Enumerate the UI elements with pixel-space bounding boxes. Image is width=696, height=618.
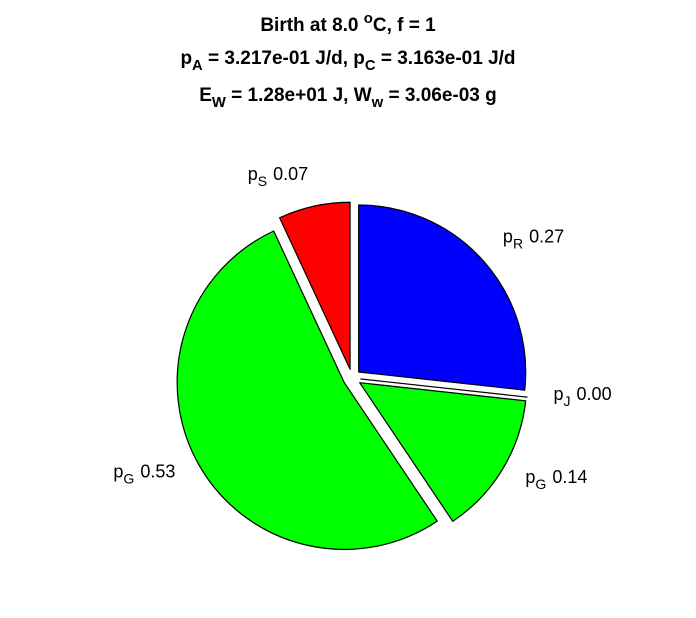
script-text: w <box>371 95 384 111</box>
chart-title-line: pA = 3.217e-01 J/d, pC = 3.163e-01 J/d <box>180 48 515 74</box>
pie-slice <box>279 201 351 370</box>
slice-value: 0.53 <box>140 462 175 482</box>
slice-value: 0.27 <box>529 227 564 247</box>
text-run: E <box>199 85 212 106</box>
slice-value: 0.00 <box>577 384 612 404</box>
chart-title-line: EW = 1.28e+01 J, Ww = 3.06e-03 g <box>199 85 497 111</box>
text-run: p <box>113 462 123 482</box>
script-text: C <box>365 58 376 74</box>
text-run: p <box>554 384 564 404</box>
text-run: Birth at 8.0 <box>260 15 363 36</box>
slice-label: pG 0.14 <box>525 467 587 492</box>
script-text: W <box>212 95 226 111</box>
script-text: o <box>364 11 373 27</box>
script-text: G <box>535 476 546 492</box>
chart-title-line: Birth at 8.0 oC, f = 1 <box>260 11 436 36</box>
text-run: = 3.217e-01 J/d, p <box>203 48 365 69</box>
script-text: R <box>513 236 523 252</box>
script-text: A <box>192 58 203 74</box>
slice-label: pJ 0.00 <box>554 384 612 409</box>
text-run: = 3.06e-03 g <box>383 85 497 106</box>
script-text: S <box>258 173 267 189</box>
slice-label: pS 0.07 <box>248 164 308 189</box>
text-run: = 3.163e-01 J/d <box>376 48 516 69</box>
slice-value: 0.07 <box>273 164 308 184</box>
slice-label: pG 0.53 <box>113 462 175 487</box>
script-text: G <box>123 471 134 487</box>
slice-label: pR 0.27 <box>503 227 564 252</box>
text-run: C, f = 1 <box>373 15 436 36</box>
pie-slice <box>358 204 527 391</box>
text-run: p <box>248 164 258 184</box>
text-run: p <box>525 467 535 487</box>
pie-slice <box>360 378 528 398</box>
pie-slice <box>359 382 527 522</box>
script-text: J <box>564 393 571 409</box>
pie-slice <box>176 230 438 550</box>
text-run: p <box>180 48 192 69</box>
slice-value: 0.14 <box>552 467 587 487</box>
text-run: = 1.28e+01 J, W <box>226 85 372 106</box>
text-run: p <box>503 227 513 247</box>
